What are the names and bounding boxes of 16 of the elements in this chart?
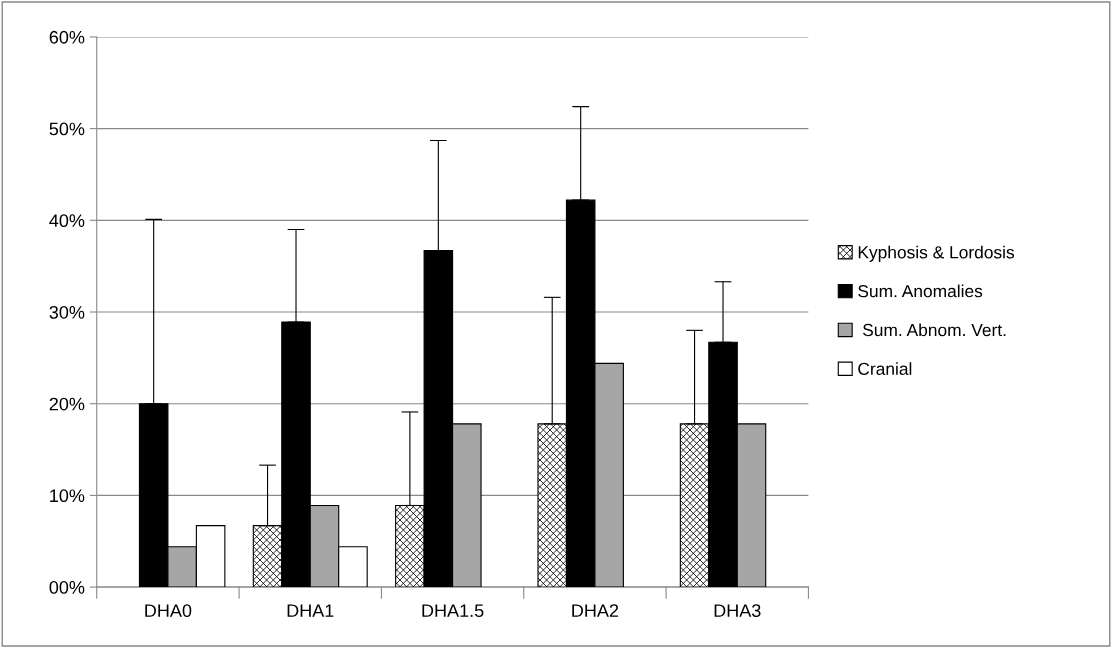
y-tick-label: 10% xyxy=(50,489,85,503)
legend-label: Sum. Anomalies xyxy=(858,284,983,298)
x-tick-label: DHA0 xyxy=(145,604,192,618)
y-tick-label: 40% xyxy=(49,214,85,228)
legend-label: Kyphosis & Lordosis xyxy=(858,245,1015,262)
x-tick-label: DHA2 xyxy=(572,604,619,617)
x-tick-label: DHA1 xyxy=(287,604,334,617)
y-tick-label: 30% xyxy=(49,305,85,319)
y-tick-label: 50% xyxy=(49,122,85,136)
x-tick-label: DHA1.5 xyxy=(422,604,484,618)
y-tick-label: 00% xyxy=(49,581,85,594)
y-tick-label: 20% xyxy=(49,397,85,411)
x-tick-label: DHA3 xyxy=(714,604,761,618)
y-tick-label: 60% xyxy=(49,30,85,44)
legend-label: Sum. Abnom. Vert. xyxy=(862,323,1006,337)
legend-label: Cranial xyxy=(858,362,912,375)
